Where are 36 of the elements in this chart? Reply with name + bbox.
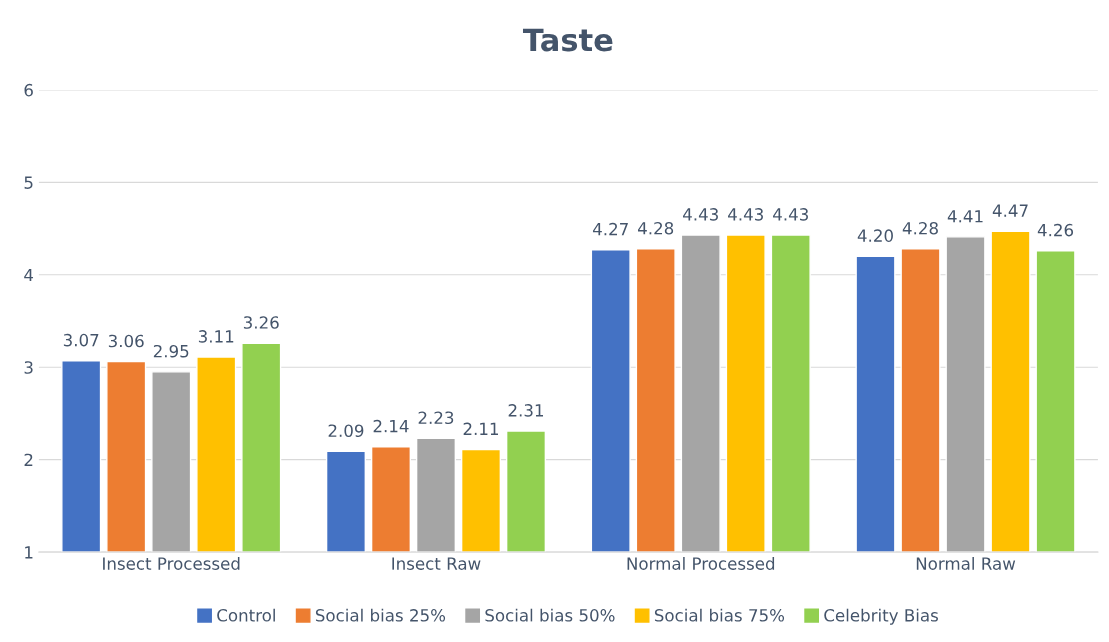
data-label: 2.95 xyxy=(153,344,189,358)
y-tick-label: 3 xyxy=(24,361,33,374)
data-label: 3.11 xyxy=(198,330,234,343)
data-label: 4.47 xyxy=(992,204,1028,217)
x-tick-label: Normal Raw xyxy=(916,556,1016,570)
chart-title: Taste xyxy=(522,28,613,52)
data-label: 4.28 xyxy=(902,221,938,235)
data-label: 4.43 xyxy=(728,208,763,221)
data-label: 2.11 xyxy=(463,422,498,435)
legend-label: Social bias 50% xyxy=(485,608,615,622)
y-tick-label: 6 xyxy=(24,83,33,97)
x-tick-label: Normal Processed xyxy=(627,556,775,570)
data-label: 3.07 xyxy=(63,333,99,347)
data-label: 4.43 xyxy=(683,208,718,221)
y-tick-label: 1 xyxy=(25,546,33,559)
data-label: 2.31 xyxy=(508,404,544,417)
data-label: 4.27 xyxy=(592,222,628,236)
data-label: 4.43 xyxy=(773,208,808,221)
legend-label: Control xyxy=(217,608,275,622)
data-label: 2.09 xyxy=(328,424,364,438)
y-tick-label: 2 xyxy=(24,453,33,466)
data-label: 2.23 xyxy=(418,411,454,425)
legend-label: Social bias 75% xyxy=(654,608,785,622)
data-label: 3.26 xyxy=(243,316,279,329)
data-label: 4.28 xyxy=(638,221,674,235)
y-tick-label: 4 xyxy=(24,268,34,282)
x-tick-label: Insect Raw xyxy=(392,557,481,570)
legend-label: Celebrity Bias xyxy=(824,608,938,625)
legend-label: Social bias 25% xyxy=(315,608,446,622)
y-tick-label: 5 xyxy=(24,176,33,189)
data-label: 3.06 xyxy=(108,334,144,348)
x-tick-label: Insect Processed xyxy=(103,556,240,570)
data-label: 2.14 xyxy=(373,419,409,433)
data-label: 4.41 xyxy=(947,210,983,223)
data-label: 4.26 xyxy=(1037,223,1074,237)
data-label: 4.20 xyxy=(857,229,893,242)
